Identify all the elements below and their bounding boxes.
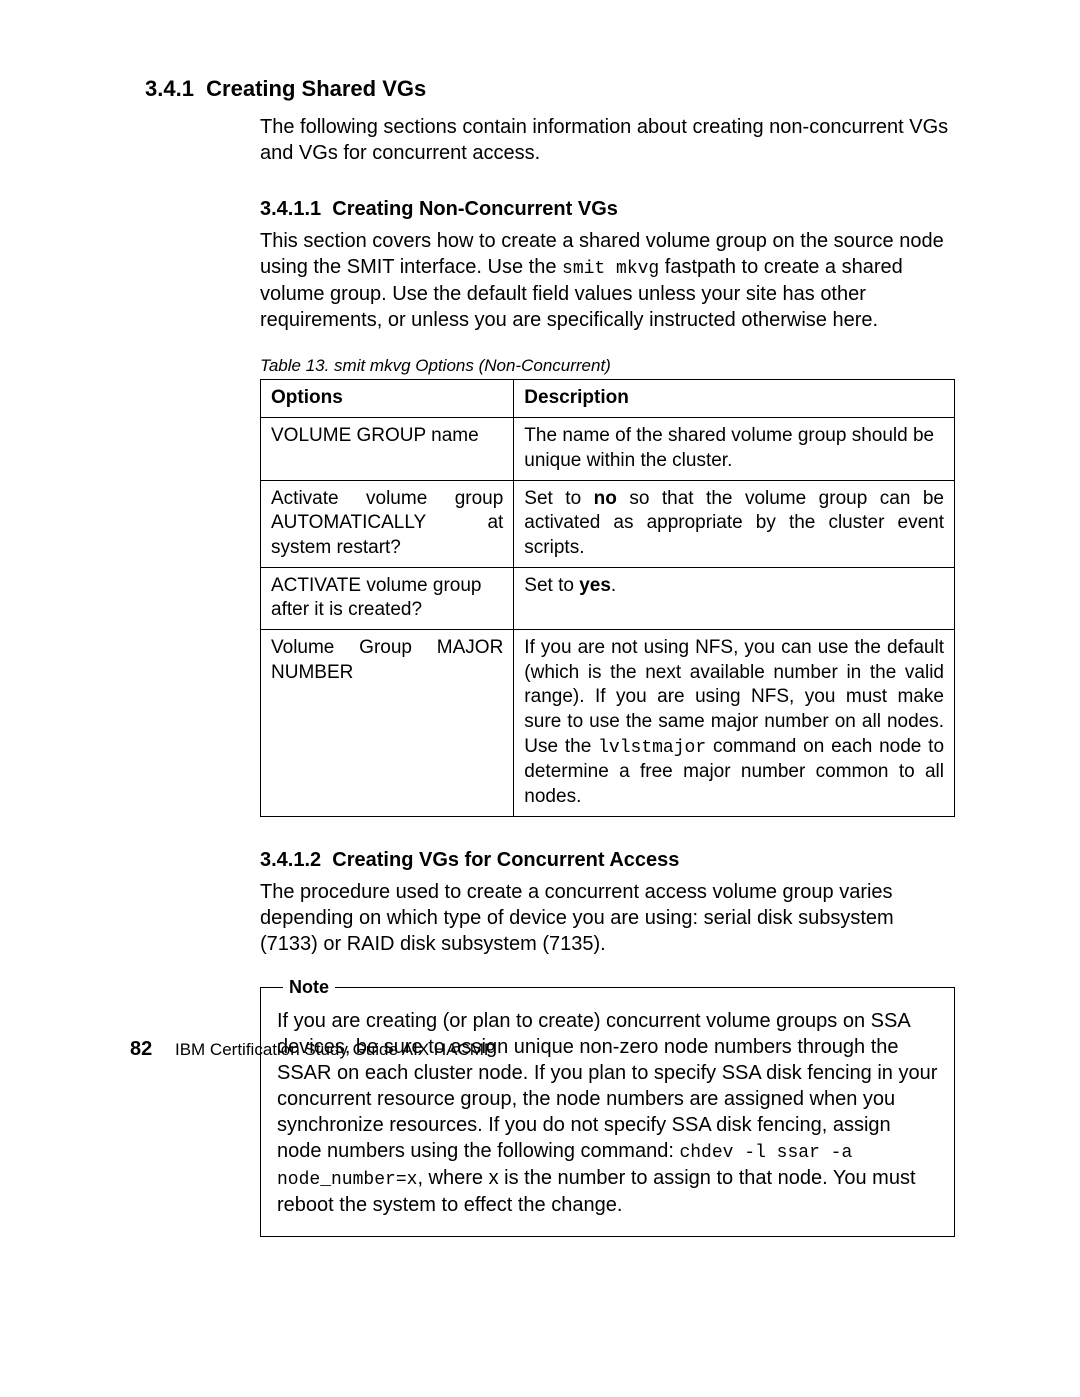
subheading-3412: 3.4.1.2 Creating VGs for Concurrent Acce… [260, 847, 955, 873]
opt-cell: ACTIVATE volume group after it is create… [261, 567, 514, 629]
options-table: Options Description VOLUME GROUP name Th… [260, 379, 955, 816]
th-options: Options [261, 380, 514, 418]
desc-cell: Set to yes. [514, 567, 955, 629]
section-number: 3.4.1 [145, 76, 194, 101]
sub2-number: 3.4.1.2 [260, 849, 321, 871]
desc-pre: Set to [524, 488, 593, 509]
desc-bold: no [594, 488, 617, 509]
table-caption: Table 13. smit mkvg Options (Non-Concurr… [260, 355, 955, 377]
opt-cell: Volume Group MAJOR NUMBER [261, 629, 514, 816]
note-pre: If you are creating (or plan to create) … [277, 1010, 937, 1162]
sub1-paragraph: This section covers how to create a shar… [260, 228, 955, 333]
body-block: The following sections contain informati… [260, 114, 955, 1237]
th-description: Description [514, 380, 955, 418]
desc-pre: Set to [524, 575, 579, 596]
desc-cell: If you are not using NFS, you can use th… [514, 629, 955, 816]
page: 3.4.1 Creating Shared VGs The following … [0, 0, 1080, 1397]
desc-post: . [611, 575, 616, 596]
table-row: Volume Group MAJOR NUMBER If you are not… [261, 629, 955, 816]
opt-cell: VOLUME GROUP name [261, 418, 514, 480]
intro-paragraph: The following sections contain informati… [260, 114, 955, 166]
opt-cell: Activate volume group AUTOMATICALLY at s… [261, 480, 514, 567]
sub2-title: Creating VGs for Concurrent Access [332, 849, 679, 871]
desc-code: lvlstmajor [598, 738, 706, 758]
section-title: Creating Shared VGs [206, 76, 426, 101]
note-box: Note If you are creating (or plan to cre… [260, 987, 955, 1238]
page-number: 82 [130, 1038, 152, 1060]
note-label: Note [283, 976, 335, 999]
sub1-title: Creating Non-Concurrent VGs [332, 198, 618, 220]
table-row: Activate volume group AUTOMATICALLY at s… [261, 480, 955, 567]
page-footer: 82 IBM Certification Study Guide AIX HAC… [130, 1038, 495, 1061]
subheading-3411: 3.4.1.1 Creating Non-Concurrent VGs [260, 196, 955, 222]
sub1-number: 3.4.1.1 [260, 198, 321, 220]
section-heading: 3.4.1 Creating Shared VGs [145, 76, 955, 102]
table-row: ACTIVATE volume group after it is create… [261, 567, 955, 629]
table-row: VOLUME GROUP name The name of the shared… [261, 418, 955, 480]
sub1-code: smit mkvg [562, 259, 659, 279]
desc-cell: Set to no so that the volume group can b… [514, 480, 955, 567]
sub2-paragraph: The procedure used to create a concurren… [260, 879, 955, 957]
desc-bold: yes [579, 575, 611, 596]
table-header-row: Options Description [261, 380, 955, 418]
desc-cell: The name of the shared volume group shou… [514, 418, 955, 480]
book-title: IBM Certification Study Guide AIX HACMP [175, 1040, 495, 1059]
